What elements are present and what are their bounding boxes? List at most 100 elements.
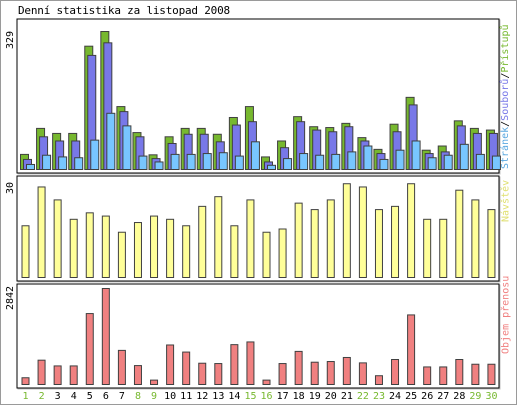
bar-middle-day-11 — [182, 225, 191, 278]
bar-bottom-day-10 — [166, 344, 175, 386]
x-tick-label-21: 21 — [341, 391, 353, 402]
bar-middle-day-20 — [326, 199, 335, 278]
bar-pages-day-10 — [170, 153, 180, 170]
bar-pages-day-5 — [90, 139, 100, 170]
x-tick-label-14: 14 — [228, 391, 240, 402]
x-tick-label-27: 27 — [437, 391, 449, 402]
legend-bottom: Objem přenosu — [499, 276, 511, 354]
bar-middle-day-2 — [37, 186, 46, 278]
bar-bottom-day-16 — [262, 379, 271, 386]
x-tick-label-24: 24 — [389, 391, 401, 402]
x-tick-label-13: 13 — [212, 391, 224, 402]
bar-bottom-day-27 — [439, 366, 448, 386]
bar-pages-day-3 — [58, 156, 68, 170]
y-max-label-bottom: 2842 — [5, 286, 16, 310]
legend-item-files: Souborů — [499, 79, 511, 121]
bar-pages-day-24 — [395, 149, 405, 171]
x-tick-label-28: 28 — [453, 391, 465, 402]
x-tick-label-12: 12 — [196, 391, 208, 402]
bar-pages-day-12 — [202, 153, 212, 171]
bar-middle-day-25 — [407, 183, 416, 279]
bar-bottom-day-28 — [455, 359, 464, 385]
legend-separator: / — [500, 121, 511, 127]
bar-middle-day-18 — [294, 202, 303, 278]
bar-pages-day-23 — [379, 158, 389, 171]
bar-middle-day-27 — [439, 218, 448, 279]
bar-pages-day-18 — [299, 153, 309, 171]
bar-pages-day-17 — [283, 158, 293, 170]
bar-pages-day-2 — [42, 154, 52, 170]
x-tick-label-7: 7 — [119, 391, 125, 402]
bar-bottom-day-4 — [69, 365, 78, 386]
bar-bottom-day-19 — [310, 361, 319, 385]
bar-pages-day-11 — [186, 153, 196, 170]
bar-pages-day-13 — [218, 152, 228, 170]
bar-middle-day-4 — [69, 218, 78, 279]
x-tick-label-8: 8 — [135, 391, 141, 402]
bar-bottom-day-1 — [21, 377, 30, 386]
bar-pages-day-14 — [234, 155, 244, 171]
bar-pages-day-30 — [491, 155, 501, 171]
legend-top: Stránek/Souborů/Přístupů — [499, 24, 511, 169]
bar-bottom-day-9 — [150, 379, 159, 386]
x-tick-label-4: 4 — [71, 391, 77, 402]
bar-bottom-day-8 — [133, 365, 142, 385]
bar-middle-day-17 — [278, 228, 287, 278]
bar-bottom-day-15 — [246, 341, 255, 385]
bar-middle-day-28 — [455, 189, 464, 278]
bar-pages-day-8 — [138, 155, 148, 171]
bar-bottom-day-3 — [53, 365, 62, 386]
bar-middle-day-24 — [391, 205, 400, 278]
bar-bottom-day-11 — [182, 351, 191, 386]
bar-middle-day-19 — [310, 209, 319, 279]
bar-middle-day-23 — [374, 209, 383, 279]
bar-pages-day-9 — [154, 161, 164, 170]
x-tick-label-18: 18 — [293, 391, 305, 402]
bar-bottom-day-17 — [278, 363, 287, 386]
x-tick-label-2: 2 — [39, 391, 45, 402]
bar-middle-day-15 — [246, 199, 255, 278]
bar-pages-day-6 — [106, 112, 116, 170]
x-tick-label-30: 30 — [485, 391, 497, 402]
bar-pages-day-7 — [122, 125, 132, 170]
bar-pages-day-25 — [411, 140, 421, 170]
x-tick-label-25: 25 — [405, 391, 417, 402]
x-tick-label-26: 26 — [421, 391, 433, 402]
bar-middle-day-10 — [166, 218, 175, 279]
bar-middle-day-1 — [21, 225, 30, 278]
x-tick-label-20: 20 — [325, 391, 337, 402]
bar-pages-day-27 — [443, 154, 453, 170]
y-max-label-middle: 30 — [5, 182, 16, 194]
bar-middle-day-7 — [117, 231, 126, 279]
x-tick-label-1: 1 — [23, 391, 29, 402]
x-tick-label-11: 11 — [180, 391, 192, 402]
panel-bottom — [16, 283, 500, 389]
bar-pages-day-21 — [347, 151, 357, 171]
x-tick-label-23: 23 — [373, 391, 385, 402]
bar-middle-day-12 — [198, 205, 207, 278]
legend-item-pages: Stránek — [499, 127, 511, 169]
panel-middle — [16, 175, 500, 282]
x-tick-label-6: 6 — [103, 391, 109, 402]
bar-bottom-day-14 — [230, 344, 239, 385]
bar-bottom-day-20 — [326, 361, 335, 386]
x-tick-label-3: 3 — [55, 391, 61, 402]
bar-bottom-day-22 — [358, 362, 367, 385]
bar-pages-day-29 — [475, 153, 485, 170]
x-tick-label-22: 22 — [357, 391, 369, 402]
bar-middle-day-26 — [423, 218, 432, 279]
bar-middle-day-3 — [53, 199, 62, 278]
bar-pages-day-4 — [74, 157, 84, 171]
legend-middle: Návštěv — [499, 180, 511, 222]
bar-pages-day-26 — [427, 157, 437, 171]
bar-pages-day-28 — [459, 143, 469, 170]
bar-bottom-day-26 — [423, 366, 432, 386]
bar-middle-day-29 — [471, 199, 480, 278]
bar-middle-day-16 — [262, 231, 271, 279]
x-tick-label-29: 29 — [469, 391, 481, 402]
chart-title: Denní statistika za listopad 2008 — [18, 4, 230, 17]
bar-bottom-day-13 — [214, 363, 223, 386]
bar-bottom-day-12 — [198, 362, 207, 385]
bar-pages-day-19 — [315, 154, 325, 170]
